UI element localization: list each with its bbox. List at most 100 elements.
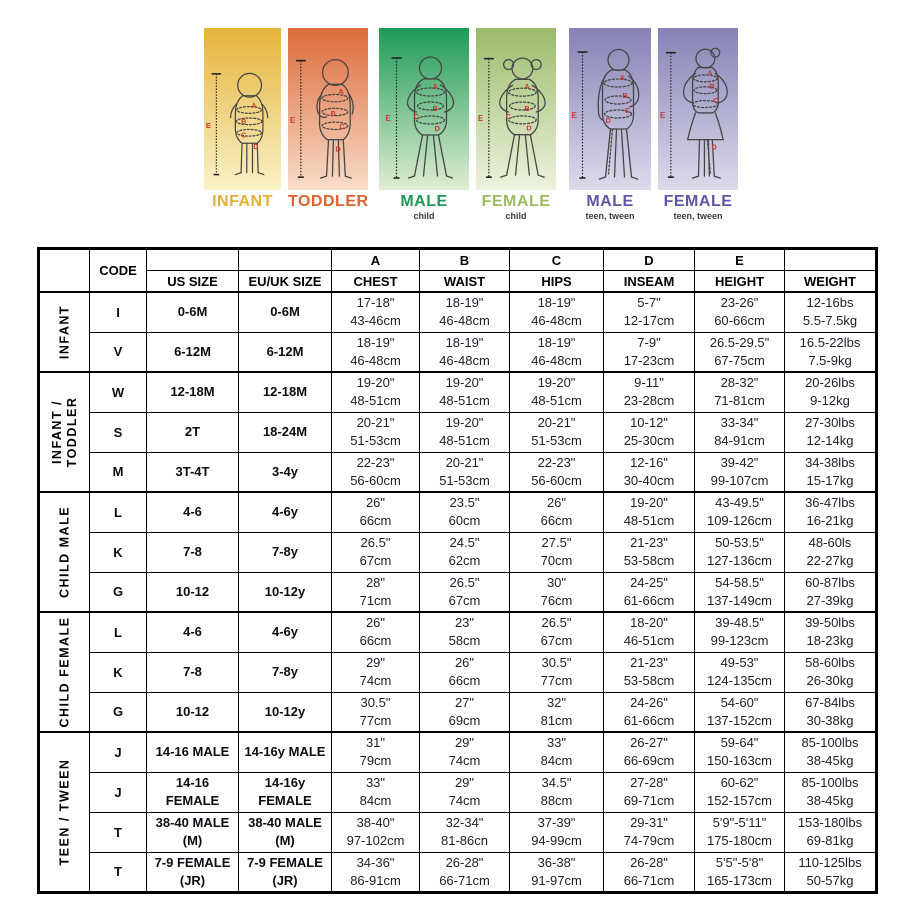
cell-eu-size: 4-6y bbox=[238, 491, 332, 533]
svg-text:B: B bbox=[709, 81, 714, 90]
size-row: K 7-8 7-8y 29" 74cm 26" 66cm 30.5" 77cm 21-23" 53-… bbox=[39, 651, 877, 693]
cell-us-size: 6-12M bbox=[146, 331, 239, 373]
cell-hips: 18-19" 46-48cm bbox=[509, 331, 604, 373]
cell-eu-size: 14-16y FEMALE bbox=[238, 771, 332, 813]
cell-us-size: 14-16 MALE bbox=[146, 731, 239, 773]
cell-chest: 26.5" 67cm bbox=[331, 531, 420, 573]
panel-sublabel: teen, tween bbox=[673, 211, 723, 221]
cell-eu-size: 6-12M bbox=[238, 331, 332, 373]
cell-hips: 20-21" 51-53cm bbox=[509, 411, 604, 453]
panel-label: FEMALE bbox=[481, 193, 551, 210]
cell-code: M bbox=[89, 451, 147, 493]
svg-text:C: C bbox=[506, 112, 512, 121]
svg-text:C: C bbox=[414, 112, 420, 121]
cell-inseam: 21-23" 53-58cm bbox=[603, 531, 695, 573]
size-group: CHILD MALE L 4-6 4-6y 26" 66cm 23.5" 60cm 26" 66c… bbox=[38, 491, 877, 613]
cell-height: 49-53" 124-135cm bbox=[694, 651, 785, 693]
cell-weight: 60-87lbs 27-39kg bbox=[784, 571, 877, 613]
panel-sublabel: teen, tween bbox=[585, 211, 635, 221]
cell-waist: 26-28" 66-71cm bbox=[419, 851, 510, 893]
cell-inseam: 18-20" 46-51cm bbox=[603, 611, 695, 653]
cell-weight: 67-84lbs 30-38kg bbox=[784, 691, 877, 733]
cell-height: 26.5-29.5" 67-75cm bbox=[694, 331, 785, 373]
cell-chest: 20-21" 51-53cm bbox=[331, 411, 420, 453]
cell-waist: 20-21" 51-53cm bbox=[419, 451, 510, 493]
cell-inseam: 27-28" 69-71cm bbox=[603, 771, 695, 813]
svg-text:B: B bbox=[241, 118, 246, 126]
col-header-blank-eu bbox=[238, 248, 332, 271]
cell-height: 54-60" 137-152cm bbox=[694, 691, 785, 733]
cell-waist: 18-19" 46-48cm bbox=[419, 331, 510, 373]
cell-chest: 29" 74cm bbox=[331, 651, 420, 693]
cell-height: 60-62" 152-157cm bbox=[694, 771, 785, 813]
size-row: CHILD MALE L 4-6 4-6y 26" 66cm 23.5" 60cm 26" 66c… bbox=[38, 491, 877, 613]
cell-height: 5'9"-5'11" 175-180cm bbox=[694, 811, 785, 853]
size-row: T 38-40 MALE (M) 38-40 MALE (M) 38-40" 97-102c… bbox=[39, 811, 877, 853]
cell-hips: 30.5" 77cm bbox=[509, 651, 604, 693]
cell-code: K bbox=[89, 531, 147, 573]
cell-us-size: 4-6 bbox=[146, 491, 239, 533]
cell-eu-size: 14-16y MALE bbox=[238, 731, 332, 773]
cell-code: W bbox=[89, 371, 147, 413]
svg-text:D: D bbox=[526, 124, 532, 133]
cell-us-size: 0-6M bbox=[146, 291, 239, 333]
cell-chest: 22-23" 56-60cm bbox=[331, 451, 420, 493]
panel-label: FEMALE bbox=[663, 193, 733, 210]
svg-text:C: C bbox=[339, 122, 345, 131]
group-label: TEEN / TWEEN bbox=[38, 731, 90, 893]
cell-us-size: 12-18M bbox=[146, 371, 239, 413]
cell-chest: 30.5" 77cm bbox=[331, 691, 420, 733]
svg-text:B: B bbox=[330, 109, 335, 118]
cell-height: 43-49.5" 109-126cm bbox=[694, 491, 785, 533]
svg-text:D: D bbox=[435, 124, 441, 133]
cell-chest: 34-36" 86-91cm bbox=[331, 851, 420, 893]
cell-eu-size: 4-6y bbox=[238, 611, 332, 653]
cell-inseam: 26-28" 66-71cm bbox=[603, 851, 695, 893]
col-header-waist: WAIST bbox=[419, 270, 510, 293]
cell-weight: 39-50lbs 18-23kg bbox=[784, 611, 877, 653]
cell-code: T bbox=[89, 851, 147, 893]
cell-inseam: 19-20" 48-51cm bbox=[603, 491, 695, 533]
cell-hips: 32" 81cm bbox=[509, 691, 604, 733]
cell-weight: 110-125lbs 50-57kg bbox=[784, 851, 877, 893]
cell-inseam: 26-27" 66-69cm bbox=[603, 731, 695, 773]
cell-weight: 27-30lbs 12-14kg bbox=[784, 411, 877, 453]
size-row: TEEN / TWEEN J 14-16 MALE 14-16y MALE 31" 79c… bbox=[38, 731, 877, 893]
svg-text:E: E bbox=[386, 114, 392, 123]
cell-chest: 26" 66cm bbox=[331, 491, 420, 533]
cell-waist: 32-34" 81-86cn bbox=[419, 811, 510, 853]
cell-chest: 31" 79cm bbox=[331, 731, 420, 773]
size-group: INFANT I 0-6M 0-6M 17-18" 43-46cm 18-19" 46-48c… bbox=[38, 291, 877, 373]
panel-sublabel bbox=[204, 212, 281, 221]
toddler-panel-background: E A B C D bbox=[288, 28, 368, 190]
svg-text:C: C bbox=[713, 96, 719, 105]
cell-code: V bbox=[89, 331, 147, 373]
svg-text:C: C bbox=[625, 106, 631, 115]
cell-waist: 27" 69cm bbox=[419, 691, 510, 733]
panel-label: INFANT bbox=[212, 193, 273, 210]
size-row: K 7-8 7-8y 26.5" 67cm 24.5" 62cm 27.5" 70cm 21-23… bbox=[39, 531, 877, 573]
col-header-us-size: US SIZE bbox=[146, 270, 239, 293]
cell-chest: 18-19" 46-48cm bbox=[331, 331, 420, 373]
cell-code: K bbox=[89, 651, 147, 693]
cell-code: I bbox=[89, 291, 147, 333]
female-teen-figure-icon: E AB C D bbox=[660, 47, 728, 179]
cell-inseam: 29-31" 74-79cm bbox=[603, 811, 695, 853]
cell-us-size: 14-16 FEMALE bbox=[146, 771, 239, 813]
cell-hips: 33" 84cm bbox=[509, 731, 604, 773]
panel-sublabel bbox=[288, 212, 368, 221]
cell-waist: 26.5" 67cm bbox=[419, 571, 510, 613]
col-letter-a: A bbox=[331, 248, 420, 271]
col-header-height: HEIGHT bbox=[694, 270, 785, 293]
size-row: M 3T-4T 3-4y 22-23" 56-60cm 20-21" 51-53cm 22-2… bbox=[39, 451, 877, 493]
cell-chest: 17-18" 43-46cm bbox=[331, 291, 420, 333]
svg-text:B: B bbox=[433, 104, 439, 113]
svg-text:C: C bbox=[241, 132, 246, 140]
cell-weight: 20-26lbs 9-12kg bbox=[784, 371, 877, 413]
cell-chest: 26" 66cm bbox=[331, 611, 420, 653]
male-teen-figure-icon: E AB C D bbox=[572, 48, 640, 180]
size-table: CODE A B C D E US SIZE EU/UK SIZE CHEST … bbox=[37, 247, 878, 894]
